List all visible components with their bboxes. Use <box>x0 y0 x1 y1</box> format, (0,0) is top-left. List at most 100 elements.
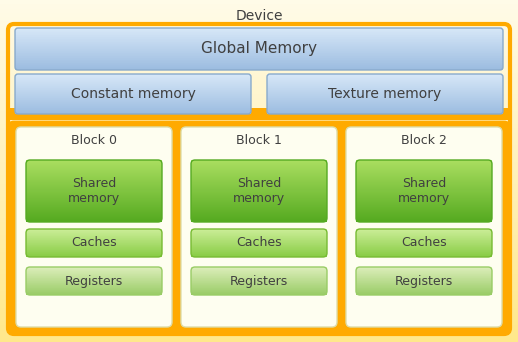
Bar <box>26 274 162 275</box>
Bar <box>191 220 327 221</box>
Bar <box>26 283 162 285</box>
Bar <box>26 288 162 289</box>
Bar <box>191 204 327 206</box>
Bar <box>15 109 251 110</box>
Bar <box>191 275 327 276</box>
Bar <box>26 214 162 216</box>
Bar <box>15 90 251 91</box>
Bar <box>356 199 492 200</box>
Bar <box>356 280 492 282</box>
Bar <box>26 210 162 212</box>
Bar <box>15 51 503 52</box>
Bar <box>26 166 162 167</box>
Bar <box>26 270 162 271</box>
Bar <box>191 272 327 273</box>
Bar <box>0 39 518 43</box>
Bar <box>356 272 492 273</box>
Bar <box>356 209 492 211</box>
Bar <box>191 279 327 280</box>
Bar <box>356 184 492 186</box>
Bar <box>15 63 503 64</box>
Bar <box>191 211 327 213</box>
Bar <box>191 231 327 233</box>
Bar <box>191 268 327 269</box>
Bar <box>0 286 518 291</box>
Bar <box>15 107 251 109</box>
Bar <box>26 194 162 195</box>
Bar <box>356 250 492 251</box>
Bar <box>356 176 492 177</box>
Bar <box>15 43 503 45</box>
Bar <box>0 77 518 81</box>
Text: Block 2: Block 2 <box>401 134 447 147</box>
Bar <box>356 201 492 202</box>
Bar <box>191 172 327 173</box>
Bar <box>26 201 162 202</box>
Bar <box>356 198 492 199</box>
Bar <box>15 48 503 49</box>
Bar <box>191 245 327 247</box>
Bar <box>356 171 492 172</box>
Bar <box>15 57 503 59</box>
Bar <box>267 81 503 83</box>
Bar <box>356 242 492 244</box>
Bar <box>191 236 327 237</box>
Bar <box>356 197 492 198</box>
Bar <box>191 162 327 164</box>
Bar <box>267 99 503 100</box>
Bar <box>191 208 327 210</box>
Bar <box>0 299 518 304</box>
Bar <box>26 184 162 186</box>
Bar <box>15 78 251 79</box>
Bar <box>267 112 503 113</box>
Bar <box>0 90 518 94</box>
Bar <box>267 87 503 88</box>
Bar <box>15 66 503 67</box>
Bar <box>356 231 492 232</box>
Bar <box>267 83 503 84</box>
Bar <box>15 98 251 99</box>
Bar <box>267 113 503 114</box>
Bar <box>356 189 492 191</box>
Bar <box>26 287 162 288</box>
Bar <box>15 68 503 69</box>
Bar <box>267 74 503 75</box>
FancyBboxPatch shape <box>16 127 172 327</box>
Bar <box>191 247 327 248</box>
Bar <box>191 218 327 219</box>
Bar <box>0 333 518 338</box>
Bar <box>191 200 327 201</box>
Bar <box>26 286 162 287</box>
Bar <box>191 238 327 239</box>
Bar <box>0 214 518 218</box>
Text: Registers: Registers <box>65 275 123 288</box>
Bar <box>0 226 518 231</box>
Bar <box>267 78 503 79</box>
Bar <box>356 282 492 283</box>
Bar <box>191 230 327 231</box>
Bar <box>191 288 327 289</box>
Bar <box>26 240 162 241</box>
Bar <box>0 209 518 214</box>
Bar <box>191 292 327 293</box>
Bar <box>15 92 251 93</box>
Bar <box>267 96 503 97</box>
Bar <box>26 167 162 168</box>
Bar <box>191 188 327 190</box>
Bar <box>0 111 518 116</box>
Bar <box>356 180 492 182</box>
Bar <box>191 278 327 279</box>
Bar <box>26 168 162 169</box>
Bar <box>356 175 492 176</box>
Bar <box>26 228 162 230</box>
Bar <box>356 211 492 213</box>
Bar <box>191 294 327 295</box>
Bar <box>15 69 503 70</box>
Bar <box>191 282 327 283</box>
Bar <box>26 242 162 243</box>
Bar <box>191 277 327 278</box>
Bar <box>356 166 492 167</box>
Bar <box>191 176 327 177</box>
Text: Registers: Registers <box>230 275 288 288</box>
Bar <box>15 97 251 98</box>
